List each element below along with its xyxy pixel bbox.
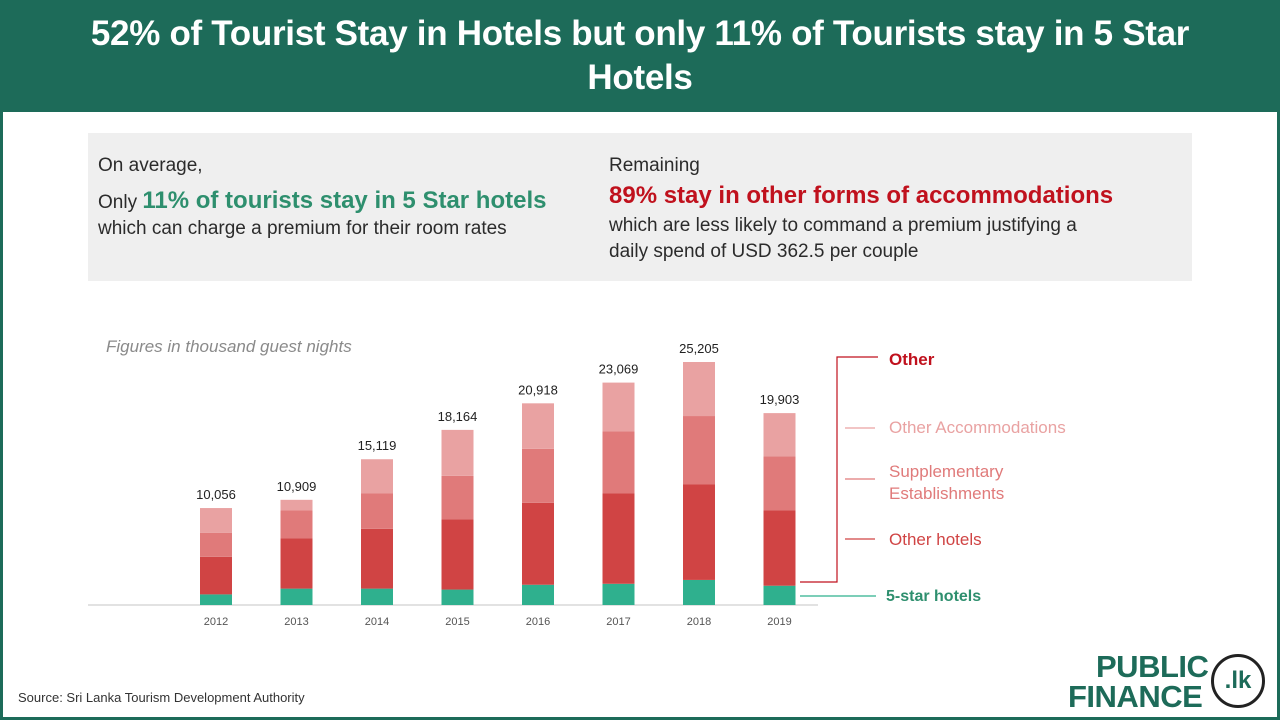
total-label-2013: 10,909 xyxy=(277,479,317,494)
bar-supplementary-establishments-2018 xyxy=(683,416,715,485)
logo-badge: .lk xyxy=(1211,654,1265,708)
logo-line-1: PUBLIC xyxy=(1096,649,1209,684)
bar-other-hotels-2015 xyxy=(441,519,474,590)
bar-supplementary-establishments-2014 xyxy=(361,493,393,529)
legend-other: Other xyxy=(889,350,935,369)
public-finance-logo: PUBLIC FINANCE .lk xyxy=(1068,649,1268,714)
bar-other-accommodations-2013 xyxy=(280,499,313,511)
total-label-2017: 23,069 xyxy=(599,362,639,377)
x-tick-2013: 2013 xyxy=(284,616,308,628)
total-label-2016: 20,918 xyxy=(518,382,558,397)
bar-5-star-hotels-2014 xyxy=(361,588,393,605)
total-label-2012: 10,056 xyxy=(196,487,236,502)
bar-other-accommodations-2012 xyxy=(200,508,232,533)
summary-left: On average, Only 11% of tourists stay in… xyxy=(98,153,578,242)
legend-other-hotels: Other hotels xyxy=(889,530,982,549)
summary-right-detail-2: daily spend of USD 362.5 per couple xyxy=(609,241,919,262)
bar-other-accommodations-2015 xyxy=(441,429,474,476)
bar-other-accommodations-2019 xyxy=(763,413,796,457)
bar-supplementary-establishments-2015 xyxy=(441,475,474,520)
x-tick-2015: 2015 xyxy=(445,616,469,628)
summary-right: Remaining 89% stay in other forms of acc… xyxy=(609,153,1169,265)
summary-left-headline: Only 11% of tourists stay in 5 Star hote… xyxy=(98,187,578,216)
x-tick-2014: 2014 xyxy=(365,616,389,628)
logo-line-2: FINANCE xyxy=(1068,679,1203,714)
title-banner: 52% of Tourist Stay in Hotels but only 1… xyxy=(0,0,1280,112)
bar-supplementary-establishments-2013 xyxy=(280,510,313,539)
bar-other-hotels-2012 xyxy=(200,556,232,595)
legend-supplementary: Supplementary Establishments xyxy=(889,462,1004,503)
bar-5-star-hotels-2018 xyxy=(683,579,715,605)
bar-other-hotels-2017 xyxy=(602,493,635,584)
source-note: Source: Sri Lanka Tourism Development Au… xyxy=(18,690,305,705)
x-tick-2018: 2018 xyxy=(687,616,711,628)
bar-5-star-hotels-2019 xyxy=(763,585,796,605)
summary-left-intro: On average, xyxy=(98,155,203,176)
bar-other-accommodations-2018 xyxy=(683,362,715,417)
summary-left-prefix: Only xyxy=(98,192,143,213)
bar-5-star-hotels-2017 xyxy=(602,583,635,605)
total-label-2019: 19,903 xyxy=(760,392,800,407)
summary-right-detail-1: which are less likely to command a premi… xyxy=(609,215,1077,236)
total-label-2015: 18,164 xyxy=(438,409,478,424)
page-title: 52% of Tourist Stay in Hotels but only 1… xyxy=(90,14,1190,97)
x-tick-2019: 2019 xyxy=(767,616,791,628)
bar-5-star-hotels-2016 xyxy=(522,584,554,605)
logo-wordmark: PUBLIC FINANCE xyxy=(1068,649,1209,714)
x-tick-2017: 2017 xyxy=(606,616,630,628)
legend-other-accommodations: Other Accommodations xyxy=(889,418,1066,437)
bar-supplementary-establishments-2012 xyxy=(200,532,232,557)
bar-5-star-hotels-2012 xyxy=(200,594,232,605)
bar-5-star-hotels-2013 xyxy=(280,588,313,605)
bar-other-hotels-2013 xyxy=(280,538,313,589)
summary-left-detail: which can charge a premium for their roo… xyxy=(98,218,507,239)
total-label-2018: 25,205 xyxy=(679,341,719,356)
bar-other-hotels-2016 xyxy=(522,502,554,585)
summary-right-intro: Remaining xyxy=(609,155,700,176)
bar-other-hotels-2014 xyxy=(361,528,393,589)
bar-other-accommodations-2016 xyxy=(522,403,554,449)
other-bracket-line xyxy=(800,356,878,583)
legend-5-star-hotels: 5-star hotels xyxy=(886,588,981,605)
summary-right-highlight: 89% stay in other forms of accommodation… xyxy=(609,182,1114,209)
bar-other-hotels-2019 xyxy=(763,510,796,586)
x-tick-2012: 2012 xyxy=(204,616,228,628)
bar-supplementary-establishments-2017 xyxy=(602,431,635,494)
total-label-2014: 15,119 xyxy=(358,438,397,453)
bar-supplementary-establishments-2019 xyxy=(763,456,796,511)
bar-supplementary-establishments-2016 xyxy=(522,448,554,503)
summary-panel: On average, Only 11% of tourists stay in… xyxy=(88,133,1192,281)
chart-unit-note: Figures in thousand guest nights xyxy=(106,337,352,356)
summary-left-highlight: 11% of tourists stay in 5 Star hotels xyxy=(142,187,547,214)
bar-other-hotels-2018 xyxy=(683,484,715,580)
bar-other-accommodations-2014 xyxy=(361,459,393,494)
bar-other-accommodations-2017 xyxy=(602,382,635,432)
x-tick-2016: 2016 xyxy=(526,616,550,628)
bar-5-star-hotels-2015 xyxy=(441,589,474,605)
